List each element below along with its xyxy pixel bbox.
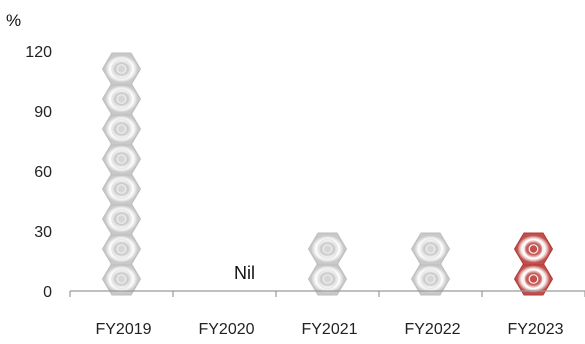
bar-badge-ring: [111, 208, 132, 230]
bar-badge-core: [116, 244, 127, 254]
bar-badge-ring: [523, 268, 544, 290]
bar-badge-core: [116, 274, 127, 284]
bar-badge-core: [425, 244, 436, 254]
y-axis: 0 30 60 90 120: [25, 44, 52, 301]
bar-badge-ring: [523, 238, 544, 260]
bar: [410, 232, 451, 296]
bar-badge-ring: [111, 178, 132, 200]
x-tick-label: FY2019: [95, 321, 151, 338]
bar-badge-core: [425, 274, 436, 284]
bar: [513, 232, 554, 296]
y-unit-label: %: [6, 11, 21, 30]
y-tick-label: 60: [34, 164, 52, 181]
bar-badge-ring: [111, 148, 132, 170]
bar-badge-core: [322, 244, 333, 254]
bar-badge-core: [528, 244, 539, 254]
bar-badge-core: [322, 274, 333, 284]
bar-badge-ring: [111, 238, 132, 260]
y-tick-label: 30: [34, 224, 52, 241]
x-axis: FY2019 FY2020 FY2021 FY2022 FY2023: [69, 291, 585, 338]
x-tick-label: FY2020: [198, 321, 254, 338]
bar-badge-ring: [420, 238, 441, 260]
bar: [307, 232, 348, 296]
data-annotation: Nil: [234, 263, 255, 283]
bars: Nil: [101, 52, 554, 296]
x-tick-label: FY2022: [404, 321, 460, 338]
bar-badge-ring: [420, 268, 441, 290]
bar-badge-core: [116, 64, 127, 74]
y-tick-label: 90: [34, 104, 52, 121]
bar-badge-ring: [111, 88, 132, 110]
bar-badge-ring: [317, 268, 338, 290]
bar-badge-core: [528, 274, 539, 284]
bar-badge-core: [116, 124, 127, 134]
y-tick-label: 0: [43, 284, 52, 301]
bar: [101, 52, 142, 296]
bar-badge-core: [116, 154, 127, 164]
bar-badge-core: [116, 94, 127, 104]
bar-badge-core: [116, 184, 127, 194]
bar-badge-ring: [111, 118, 132, 140]
x-tick-label: FY2021: [301, 321, 357, 338]
bar-badge-ring: [111, 58, 132, 80]
bar-badge-ring: [317, 238, 338, 260]
y-tick-label: 120: [25, 44, 52, 61]
bar-badge-ring: [111, 268, 132, 290]
x-tick-label: FY2023: [507, 321, 563, 338]
bar-badge-core: [116, 214, 127, 224]
